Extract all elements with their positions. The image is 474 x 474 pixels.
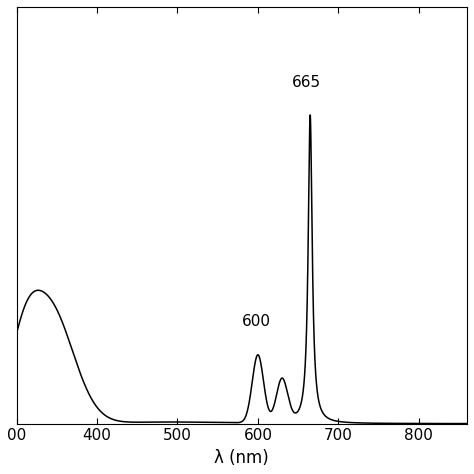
Text: 600: 600 bbox=[242, 314, 271, 329]
X-axis label: λ (nm): λ (nm) bbox=[214, 449, 269, 467]
Text: 665: 665 bbox=[292, 75, 321, 90]
